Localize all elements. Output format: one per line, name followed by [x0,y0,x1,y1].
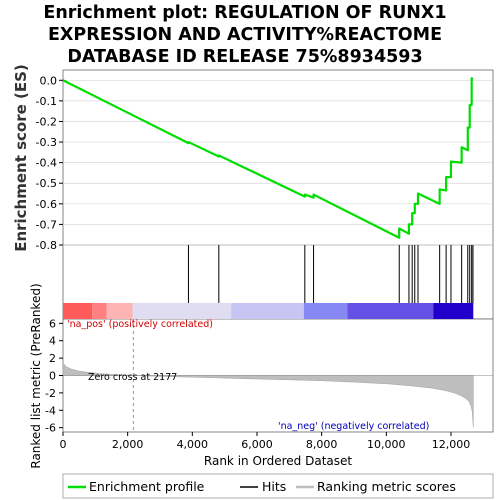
metric-y-tick-label: -6 [45,422,56,435]
es-panel-frame [63,70,493,245]
chart-title-line-1: Enrichment plot: REGULATION OF RUNX1 [43,3,446,23]
metric-y-tick-label: -4 [45,404,56,417]
metric-y-tick-label: 4 [49,335,56,348]
es-y-tick-label: -0.5 [36,177,57,190]
colorbar-segment [231,303,304,319]
x-tick-label: 6,000 [241,438,273,451]
x-axis-label: Rank in Ordered Dataset [204,454,352,468]
metric-y-axis-label: Ranked list metric (PreRanked) [29,283,43,468]
x-tick-label: 2,000 [112,438,144,451]
x-tick-label: 12,000 [432,438,471,451]
es-y-tick-label: -0.4 [36,157,57,170]
positive-correlation-label: 'na_pos' (positively correlated) [67,319,213,330]
colorbar-segment [348,303,434,319]
metric-y-tick-label: -2 [45,387,56,400]
legend-metric-label: Ranking metric scores [317,479,456,494]
colorbar-segment [63,303,92,319]
es-y-ticks: 0.0 -0.1 -0.2 -0.3 -0.4 -0.5 -0.6 -0.7 -0.8 [36,74,63,252]
es-y-tick-label: 0.0 [40,74,58,87]
es-y-tick-label: -0.7 [36,218,57,231]
colorbar-segment [133,303,232,319]
metric-y-tick-label: 0 [49,370,56,383]
metric-y-ticks: 6 4 2 0 -2 -4 -6 [45,317,63,434]
legend-enrichment-label: Enrichment profile [89,479,205,494]
legend-hits-label: Hits [262,479,286,494]
metric-y-tick-label: 6 [49,317,56,330]
colorbar-segment [304,303,348,319]
chart-title-line-2: EXPRESSION AND ACTIVITY%REACTOME [48,25,442,45]
x-tick-label: 10,000 [367,438,406,451]
x-tick-label: 4,000 [177,438,209,451]
x-tick-label: 8,000 [306,438,338,451]
es-y-tick-label: -0.2 [36,115,57,128]
chart-title-line-3: DATABASE ID RELEASE 75%8934593 [67,47,422,67]
es-y-tick-label: -0.6 [36,198,57,211]
es-y-tick-label: -0.1 [36,95,57,108]
x-axis-ticks: 0 2,000 4,000 6,000 8,000 10,000 12,000 [60,432,471,451]
ranking-colorbar [63,303,473,319]
zero-cross-label: Zero cross at 2177 [88,372,177,383]
negative-correlation-label: 'na_neg' (negatively correlated) [278,421,429,432]
colorbar-segment [92,303,107,319]
colorbar-segment [107,303,133,319]
x-tick-label: 0 [60,438,67,451]
es-y-tick-label: -0.8 [36,239,57,252]
metric-y-tick-label: 2 [49,352,56,365]
colorbar-segment [433,303,473,319]
es-y-tick-label: -0.3 [36,136,57,149]
es-y-axis-label: Enrichment score (ES) [12,64,30,252]
